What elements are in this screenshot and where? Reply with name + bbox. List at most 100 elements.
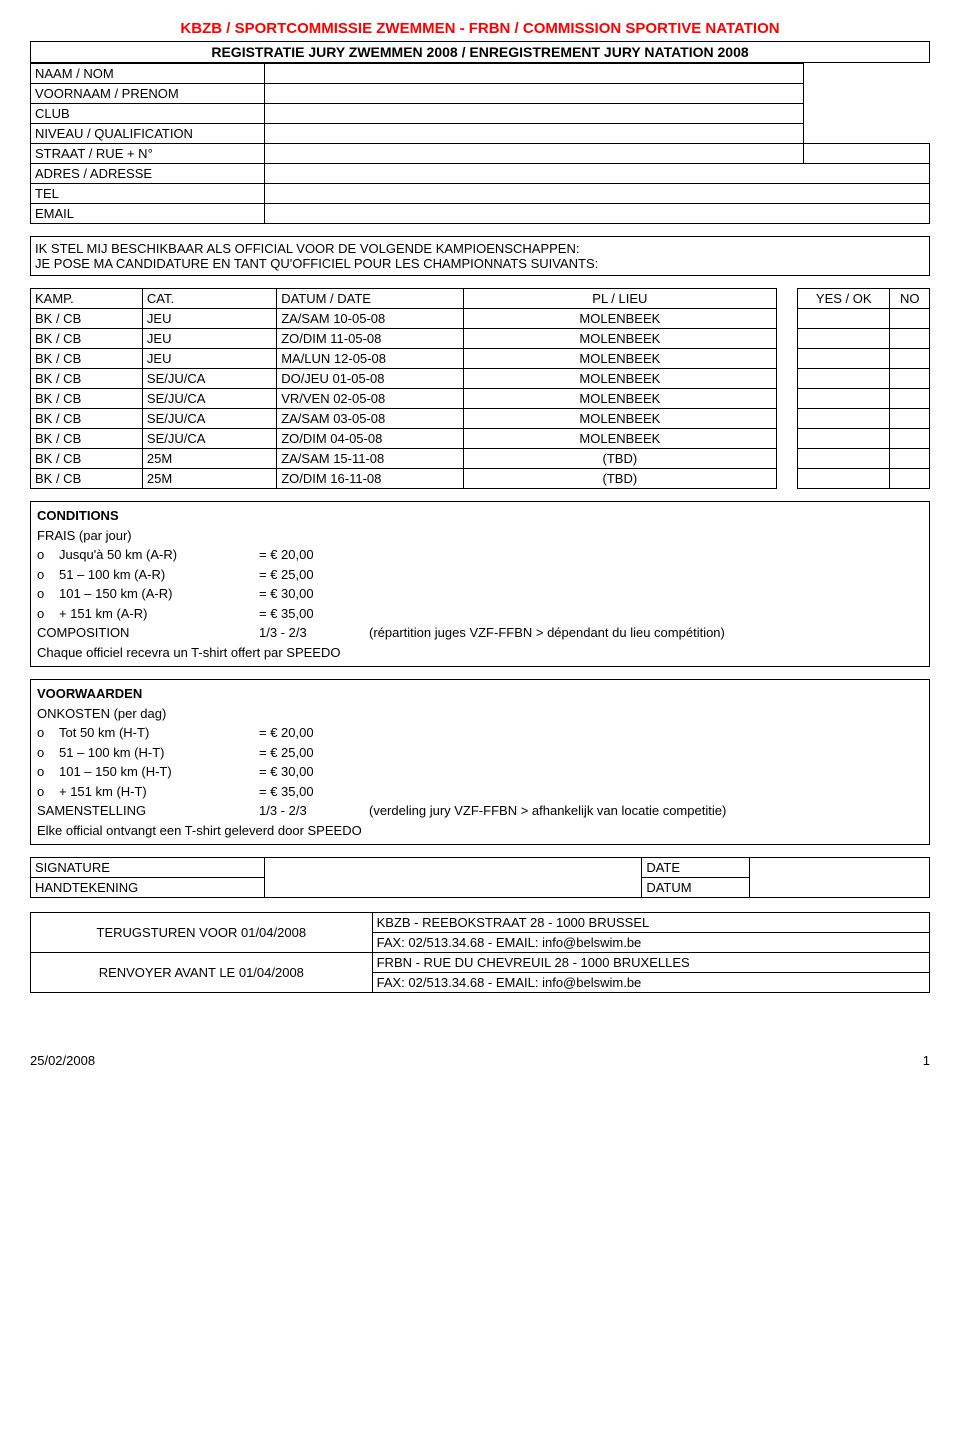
kamp-row-c3: ZA/SAM 03-05-08 [277, 409, 464, 429]
no-cell[interactable] [890, 469, 930, 489]
kamp-row-c1: BK / CB [31, 469, 143, 489]
no-cell[interactable] [890, 369, 930, 389]
val-voornaam[interactable] [264, 84, 803, 104]
hand-label: HANDTEKENING [31, 878, 265, 898]
kamp-row-c4: (TBD) [463, 469, 776, 489]
val-straat[interactable] [264, 144, 803, 164]
no-cell[interactable] [890, 429, 930, 449]
cond-bullet: o [37, 604, 59, 624]
cond-fr-title: CONDITIONS [37, 506, 923, 526]
yes-cell[interactable] [798, 369, 890, 389]
kamp-row-c3: VR/VEN 02-05-08 [277, 389, 464, 409]
val-niveau[interactable] [264, 124, 803, 144]
kamp-row-c3: ZO/DIM 16-11-08 [277, 469, 464, 489]
cond-fr-frais: FRAIS (par jour) [37, 526, 923, 546]
cond-desc: + 151 km (H-T) [59, 782, 259, 802]
kamp-row-c2: JEU [142, 349, 276, 369]
kamp-row-c3: MA/LUN 12-05-08 [277, 349, 464, 369]
yes-cell[interactable] [798, 349, 890, 369]
notice-line2: JE POSE MA CANDIDATURE EN TANT QU'OFFICI… [35, 256, 925, 271]
cond-desc: 101 – 150 km (H-T) [59, 762, 259, 782]
kamp-row-c1: BK / CB [31, 449, 143, 469]
kamp-row-c4: MOLENBEEK [463, 429, 776, 449]
kamp-row-c4: MOLENBEEK [463, 349, 776, 369]
cond-fr-comp-note: (répartition juges VZF-FFBN > dépendant … [369, 623, 725, 643]
date-value[interactable] [750, 858, 930, 898]
kamp-row-c3: ZA/SAM 10-05-08 [277, 309, 464, 329]
cond-amt: = € 20,00 [259, 545, 314, 565]
cond-desc: 101 – 150 km (A-R) [59, 584, 259, 604]
kamp-h2: CAT. [142, 289, 276, 309]
kamp-h4: PL / LIEU [463, 289, 776, 309]
val-tel[interactable] [264, 184, 929, 204]
kamp-row-c3: DO/JEU 01-05-08 [277, 369, 464, 389]
val-naam[interactable] [264, 64, 803, 84]
kamp-row-c2: SE/JU/CA [142, 429, 276, 449]
return-table: TERUGSTUREN VOOR 01/04/2008 KBZB - REEBO… [30, 912, 930, 993]
info-table: NAAM / NOM VOORNAAM / PRENOM CLUB NIVEAU… [30, 63, 930, 224]
kamp-table: KAMP. CAT. DATUM / DATE PL / LIEU BK / C… [30, 288, 777, 489]
return-nl-label: TERUGSTUREN VOOR 01/04/2008 [31, 913, 373, 953]
cond-bullet: o [37, 723, 59, 743]
cond-bullet: o [37, 565, 59, 585]
no-cell[interactable] [890, 329, 930, 349]
sig-value[interactable] [264, 858, 642, 898]
yesno-table: YES / OK NO [797, 288, 930, 489]
no-cell[interactable] [890, 309, 930, 329]
cond-nl-comp-frac: 1/3 - 2/3 [259, 801, 369, 821]
cond-desc: Jusqu'à 50 km (A-R) [59, 545, 259, 565]
yes-cell[interactable] [798, 429, 890, 449]
header-title: KBZB / SPORTCOMMISSIE ZWEMMEN - FRBN / C… [30, 20, 930, 37]
no-header: NO [890, 289, 930, 309]
kamp-row-c4: MOLENBEEK [463, 329, 776, 349]
yes-cell[interactable] [798, 329, 890, 349]
cond-bullet: o [37, 762, 59, 782]
kamp-row-c2: JEU [142, 309, 276, 329]
val-club[interactable] [264, 104, 803, 124]
cond-bullet: o [37, 584, 59, 604]
kamp-row-c2: SE/JU/CA [142, 369, 276, 389]
notice-line1: IK STEL MIJ BESCHIKBAAR ALS OFFICIAL VOO… [35, 241, 925, 256]
yes-cell[interactable] [798, 389, 890, 409]
kamp-row-c4: (TBD) [463, 449, 776, 469]
cond-amt: = € 30,00 [259, 762, 314, 782]
kamp-row-c4: MOLENBEEK [463, 369, 776, 389]
no-cell[interactable] [890, 349, 930, 369]
return-fr-line2: FAX: 02/513.34.68 - EMAIL: info@belswim.… [372, 973, 929, 993]
kamp-row-c3: ZA/SAM 15-11-08 [277, 449, 464, 469]
val-adres[interactable] [264, 164, 929, 184]
label-straat: STRAAT / RUE + N° [31, 144, 265, 164]
yes-cell[interactable] [798, 449, 890, 469]
val-email[interactable] [264, 204, 929, 224]
cond-nl-title: VOORWAARDEN [37, 684, 923, 704]
no-cell[interactable] [890, 449, 930, 469]
kamp-h3: DATUM / DATE [277, 289, 464, 309]
return-nl-line2: FAX: 02/513.34.68 - EMAIL: info@belswim.… [372, 933, 929, 953]
conditions-fr: CONDITIONS FRAIS (par jour) oJusqu'à 50 … [30, 501, 930, 667]
cond-amt: = € 25,00 [259, 743, 314, 763]
cond-nl-onkosten: ONKOSTEN (per dag) [37, 704, 923, 724]
kamp-row-c4: MOLENBEEK [463, 409, 776, 429]
cond-bullet: o [37, 743, 59, 763]
yes-cell[interactable] [798, 409, 890, 429]
cond-amt: = € 25,00 [259, 565, 314, 585]
cond-amt: = € 20,00 [259, 723, 314, 743]
kamp-row-c1: BK / CB [31, 309, 143, 329]
cond-bullet: o [37, 782, 59, 802]
cond-nl-comp-note: (verdeling jury VZF-FFBN > afhankelijk v… [369, 801, 726, 821]
yes-cell[interactable] [798, 309, 890, 329]
kamp-h1: KAMP. [31, 289, 143, 309]
kamp-row-c2: JEU [142, 329, 276, 349]
label-niveau: NIVEAU / QUALIFICATION [31, 124, 265, 144]
label-email: EMAIL [31, 204, 265, 224]
val-straat-nr[interactable] [804, 144, 930, 164]
cond-amt: = € 30,00 [259, 584, 314, 604]
kamp-row-c2: 25M [142, 449, 276, 469]
cond-desc: + 151 km (A-R) [59, 604, 259, 624]
no-cell[interactable] [890, 389, 930, 409]
kamp-row-c1: BK / CB [31, 409, 143, 429]
label-tel: TEL [31, 184, 265, 204]
yes-cell[interactable] [798, 469, 890, 489]
no-cell[interactable] [890, 409, 930, 429]
kamp-row-c1: BK / CB [31, 369, 143, 389]
